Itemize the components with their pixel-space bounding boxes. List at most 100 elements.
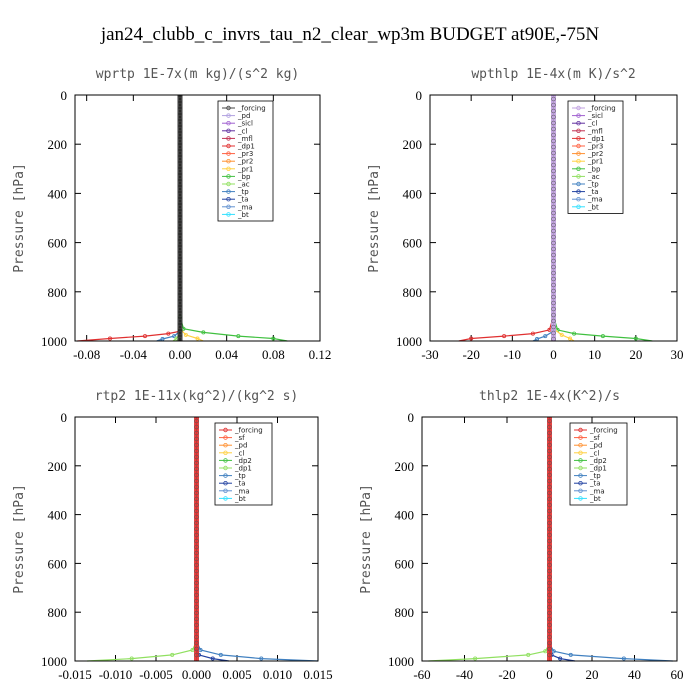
chart-4-zero-marker (547, 598, 552, 604)
chart-1-zero-marker (177, 150, 183, 156)
chart-2-legend-label: _pr1 (587, 158, 603, 166)
chart-2-legend-label: _pr3 (587, 143, 603, 151)
chart-1-legend-label: _ac (237, 181, 250, 189)
chart-1-zero-marker (177, 276, 183, 282)
chart-2-zero-marker (551, 294, 556, 300)
chart-1-point-dp1 (166, 331, 171, 336)
chart-4-xtick-label: 0 (546, 667, 553, 682)
chart-3-legend-label: _pd (234, 442, 247, 450)
chart-1-zero-marker (177, 240, 183, 246)
chart-2-legend-label: _bt (587, 203, 599, 211)
chart-1-legend-marker (226, 113, 231, 118)
chart-3-legend-label: _cl (234, 449, 244, 457)
chart-2-zero-marker (551, 138, 556, 144)
chart-4-legend-marker (578, 435, 583, 440)
chart-1-legend-label: _tp (237, 188, 249, 196)
chart-1-series-pr1 (179, 95, 204, 342)
chart-2-legend-label: _sicl (587, 112, 603, 120)
chart-1-point-dp1 (142, 334, 147, 339)
chart-1-legend-label: _pr3 (237, 150, 253, 158)
chart-2-zero-marker (551, 288, 556, 294)
chart-1-legend-label: _bt (237, 211, 249, 219)
chart-1-xtick-label: 0.04 (215, 347, 238, 362)
chart-2-legend-marker (576, 158, 581, 164)
chart-1-series-tp (156, 95, 181, 342)
chart-2-xtick-label: 10 (588, 347, 601, 362)
chart-1-xtick-label: 0.08 (262, 347, 285, 362)
chart-4-zero-marker (547, 514, 552, 520)
chart-3-legend-label: _tp (234, 472, 246, 480)
chart-3-xtick-label: -0.010 (99, 667, 133, 682)
chart-1-zero-marker (177, 192, 183, 198)
chart-2-zero-marker (551, 234, 556, 240)
chart-3-ytick-label: 600 (48, 556, 68, 571)
chart-2-point-bp (633, 336, 638, 341)
chart-2-zero-marker (551, 174, 556, 180)
chart-1-zero-marker (177, 162, 183, 168)
chart-2-legend-label: _mfl (587, 127, 603, 135)
chart-3-legend-label: _ma (234, 487, 250, 495)
chart-2-zero-marker (551, 186, 556, 192)
chart-1-point-bp (236, 334, 241, 339)
chart-3-zero-marker (194, 562, 199, 568)
chart-4-legend-label: _bt (589, 495, 601, 503)
chart-4-zero-marker (547, 496, 552, 502)
chart-3-legend-label: _dp1 (234, 465, 252, 473)
chart-3-zero-marker (194, 568, 199, 574)
chart-1-ytick-label: 200 (48, 137, 68, 152)
chart-4-zero-marker (547, 418, 552, 424)
chart-4-ylabel: Pressure [hPa] (359, 484, 374, 594)
chart-4-zero-marker (547, 538, 552, 544)
chart-1-zero-marker (177, 324, 183, 330)
chart-2-xtick-label: -30 (421, 347, 438, 362)
chart-1-zero-marker (177, 96, 183, 102)
chart-1-zero-marker (177, 168, 183, 174)
chart-1-xtick-label: -0.04 (120, 347, 148, 362)
chart-4-point-dp1 (526, 652, 531, 657)
chart-4-zero-marker (547, 562, 552, 568)
chart-3-axes-frame (74, 416, 319, 662)
chart-2-zero-marker (551, 216, 556, 222)
chart-1-legend-marker (226, 128, 231, 133)
chart-1-zero-marker (177, 102, 183, 108)
chart-1-ytick-label: 600 (48, 236, 68, 251)
chart-2-zero-marker (551, 120, 556, 126)
chart-4-legend-label: _forcing (589, 427, 618, 435)
chart-3-legend-marker (223, 443, 228, 448)
chart-4-point-tp (551, 649, 556, 654)
chart-3-legend-label: _ta (234, 480, 246, 488)
chart-4-title: thlp2 1E-4x(K^2)/s (479, 389, 620, 404)
chart-2-zero-marker (551, 246, 556, 252)
chart-1-zero-marker (177, 288, 183, 294)
chart-3-zero-marker (194, 496, 199, 502)
chart-3-zero-marker (194, 586, 199, 592)
chart-2-ytick-label: 400 (403, 186, 423, 201)
chart-3-legend-label: _bt (234, 495, 246, 503)
chart-4-zero-marker (547, 430, 552, 436)
chart-3-zero-marker (194, 640, 199, 646)
chart-3-ylabel: Pressure [hPa] (12, 484, 27, 594)
chart-2-legend-label: _cl (587, 120, 597, 128)
chart-4-zero-marker (547, 484, 552, 490)
chart-2-zero-marker (551, 144, 556, 150)
chart-4-zero-marker (547, 424, 552, 430)
chart-1-legend-marker (226, 181, 231, 187)
chart-4-zero-marker (547, 616, 552, 622)
chart-4-zero-marker (547, 490, 552, 496)
chart-2-legend-label: _tp (587, 181, 599, 189)
chart-1-zero-marker (177, 210, 183, 216)
chart-3-legend-marker (223, 473, 228, 478)
chart-4-legend-marker (578, 465, 583, 471)
chart-3-ytick-label: 200 (48, 459, 68, 474)
chart-3-legend-marker (223, 435, 228, 440)
chart-1-legend-marker (226, 166, 231, 171)
chart-2-point-dp1 (502, 334, 507, 339)
chart-1-ylabel: Pressure [hPa] (12, 163, 27, 273)
chart-1-xtick-label: -0.08 (73, 347, 100, 362)
chart-3-ytick-label: 1000 (41, 654, 67, 669)
chart-3-group: rtp2 1E-11x(kg^2)/(kg^2 s) Pressure [hPa]… (12, 389, 333, 682)
chart-1-zero-marker (177, 132, 183, 138)
chart-1-xtick-label: 0.12 (309, 347, 332, 362)
chart-2-legend-label: _pr2 (587, 150, 603, 158)
chart-4-zero-marker (547, 622, 552, 628)
